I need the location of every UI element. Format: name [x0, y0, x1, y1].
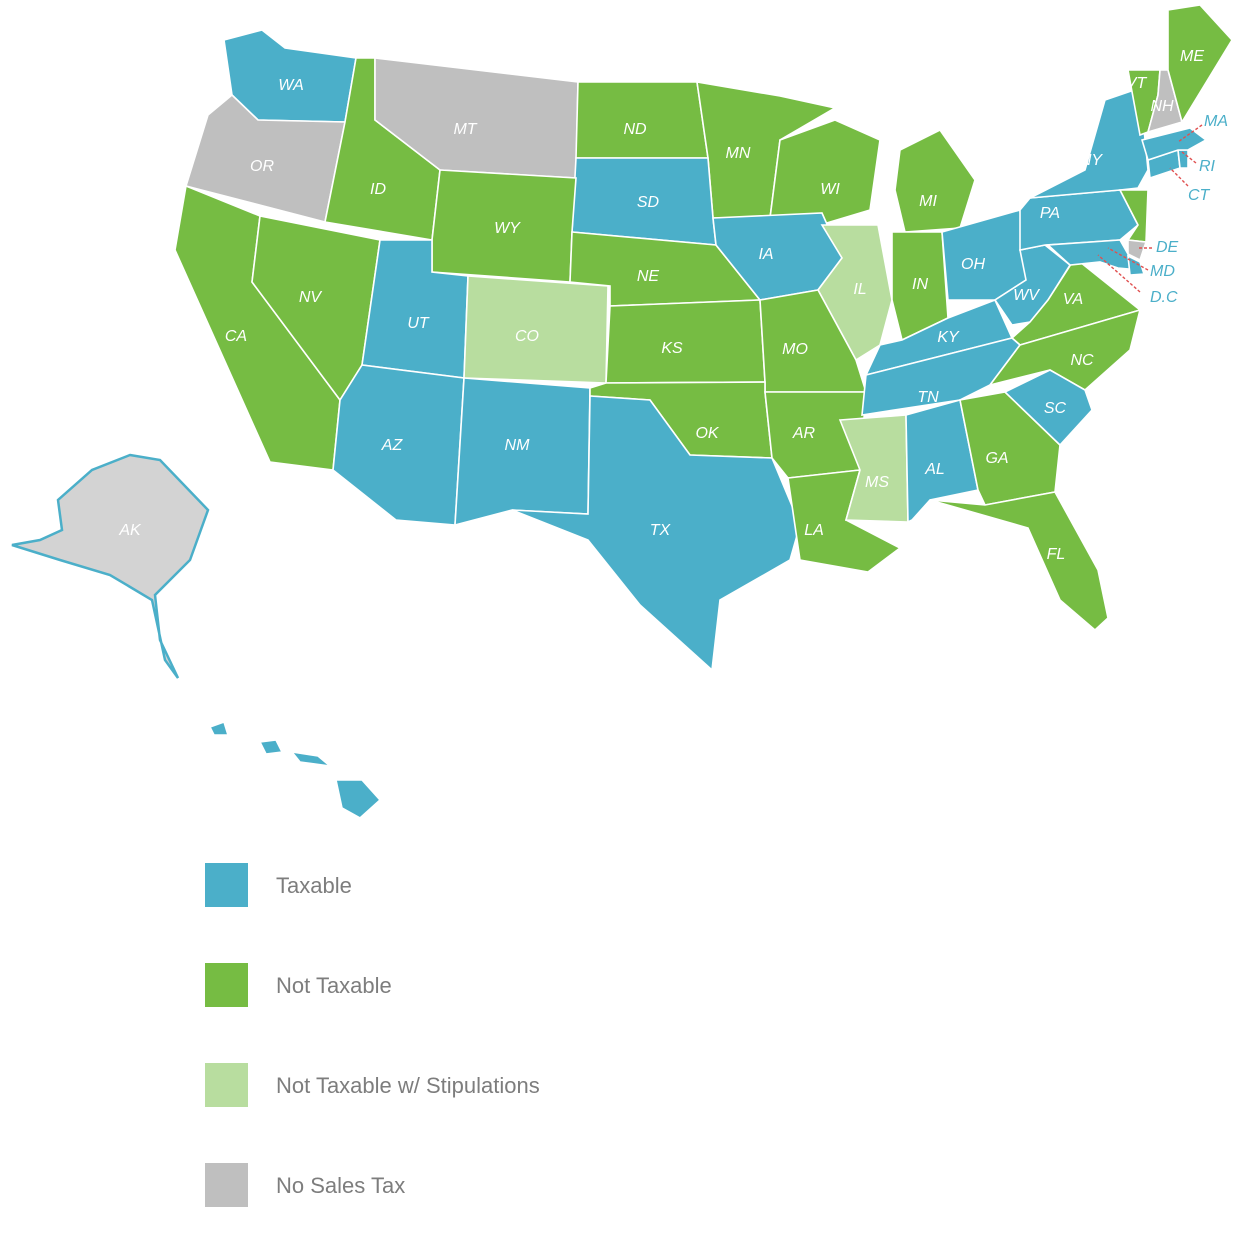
state-label-ia: IA: [758, 246, 773, 263]
legend-label-taxable: Taxable: [276, 873, 352, 898]
state-label-sc: SC: [1044, 400, 1067, 417]
legend-item-no-sales-tax: No Sales Tax: [205, 1163, 705, 1209]
state-sc: [1003, 369, 1093, 447]
state-label-ok: OK: [695, 425, 719, 442]
state-label-ne: NE: [637, 268, 660, 285]
state-label-ms: MS: [865, 474, 889, 491]
state-label-az: AZ: [381, 437, 404, 454]
legend-label-not-taxable-stipulations: Not Taxable w/ Stipulations: [276, 1073, 540, 1098]
legend-label-no-sales-tax: No Sales Tax: [276, 1173, 406, 1198]
state-label-co: CO: [515, 328, 539, 345]
state-label-md: MD: [1150, 263, 1175, 280]
state-label-ca: CA: [225, 328, 247, 345]
state-ma: [1140, 127, 1208, 162]
legend-swatch-not-taxable: [205, 963, 248, 1007]
leader-line-dc: [1097, 254, 1141, 293]
legend-label-not-taxable: Not Taxable: [276, 973, 392, 998]
state-label-il: IL: [853, 281, 866, 298]
state-label-tx: TX: [650, 522, 672, 539]
state-label-mo: MO: [782, 341, 808, 358]
state-label-nm: NM: [505, 437, 531, 454]
state-label-oh: OH: [961, 256, 985, 273]
state-label-wi: WI: [820, 181, 840, 198]
state-ms: [838, 414, 909, 523]
state-label-ky: KY: [937, 329, 960, 346]
state-me: [1167, 4, 1233, 125]
legend-swatch-taxable: [205, 863, 248, 907]
state-label-sd: SD: [637, 194, 660, 211]
state-label-de: DE: [1156, 239, 1179, 256]
state-label-al: AL: [924, 461, 945, 478]
state-label-ct: CT: [1188, 187, 1211, 204]
state-label-ga: GA: [985, 450, 1008, 467]
leader-line-ct: [1169, 167, 1189, 187]
state-ks: [605, 299, 766, 384]
state-label-ny: NY: [1080, 152, 1104, 169]
state-label-pa: PA: [1040, 205, 1060, 222]
state-label-nd: ND: [623, 121, 647, 138]
state-label-dc: D.C: [1150, 289, 1178, 306]
state-label-va: VA: [1063, 291, 1083, 308]
state-label-nj: NJ: [1146, 212, 1167, 229]
state-tx: [511, 395, 801, 672]
state-label-ak: AK: [118, 522, 142, 539]
state-label-fl: FL: [1047, 546, 1066, 563]
state-label-wv: WV: [1013, 287, 1040, 304]
state-label-me: ME: [1180, 48, 1204, 65]
state-label-nv: NV: [299, 289, 323, 306]
state-label-ma: MA: [1204, 113, 1228, 130]
legend-item-not-taxable: Not Taxable: [205, 963, 705, 1009]
state-label-mn: MN: [726, 145, 751, 162]
legend-item-not-taxable-stipulations: Not Taxable w/ Stipulations: [205, 1063, 705, 1109]
leader-line-ri: [1181, 151, 1197, 164]
leader-line-md: [1107, 247, 1149, 271]
state-label-ut: UT: [407, 315, 430, 332]
legend-item-taxable: Taxable: [205, 863, 705, 909]
state-label-wy: WY: [494, 220, 521, 237]
legend-swatch-no-sales-tax: [205, 1163, 248, 1207]
state-label-la: LA: [804, 522, 824, 539]
state-fl: [929, 491, 1109, 632]
state-il: [817, 224, 893, 362]
state-label-mt: MT: [453, 121, 477, 138]
state-label-mi: MI: [919, 193, 937, 210]
state-label-vt: VT: [1126, 75, 1148, 92]
state-nh: [1146, 69, 1183, 134]
state-label-or: OR: [250, 158, 274, 175]
state-label-tn: TN: [917, 389, 939, 406]
state-label-ks: KS: [661, 340, 683, 357]
state-label-nc: NC: [1070, 352, 1094, 369]
state-nd: [575, 81, 709, 159]
state-label-ar: AR: [792, 425, 816, 442]
state-de: [1127, 239, 1148, 262]
state-mi: [894, 128, 976, 233]
state-label-in: IN: [912, 276, 928, 293]
state-label-wa: WA: [278, 77, 303, 94]
legend-swatch-not-taxable-stipulations: [205, 1063, 248, 1107]
state-label-ri: RI: [1199, 158, 1216, 175]
state-label-id: ID: [370, 181, 386, 198]
state-ak: [11, 453, 210, 679]
state-label-nh: NH: [1150, 98, 1174, 115]
state-dc: [1127, 254, 1146, 276]
state-hi: [208, 720, 382, 819]
state-ny: [1029, 86, 1149, 199]
